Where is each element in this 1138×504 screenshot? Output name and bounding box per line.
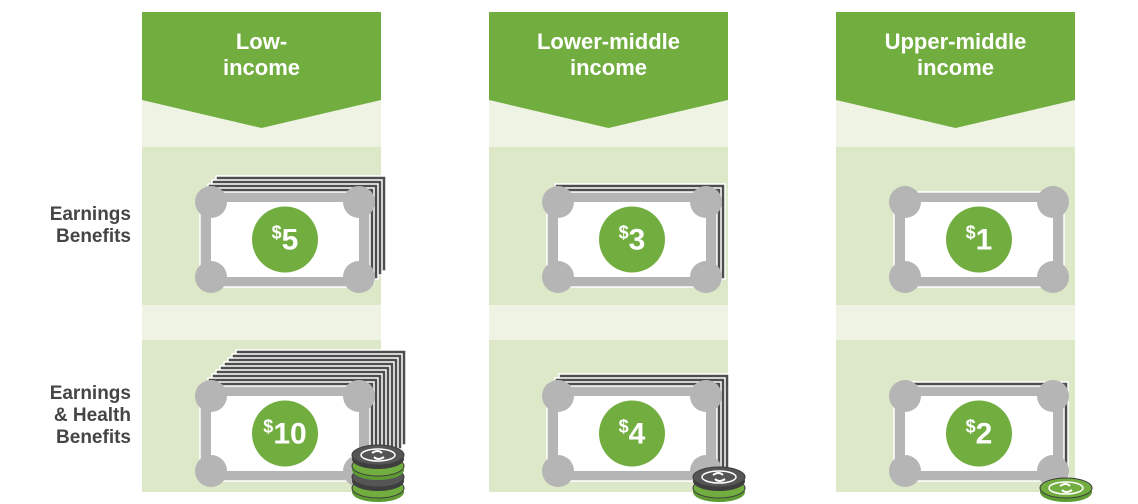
amount: $5 <box>272 222 299 256</box>
currency-symbol: $ <box>966 222 976 242</box>
bill-corner <box>542 186 574 218</box>
bill-corner <box>889 380 921 412</box>
currency-symbol: $ <box>619 222 629 242</box>
row-label: Earnings <box>50 204 131 225</box>
coin <box>1039 477 1093 499</box>
currency-symbol: $ <box>272 222 282 242</box>
money-stack: $10 <box>195 349 407 502</box>
bill-corner <box>889 261 921 293</box>
coin <box>692 466 746 488</box>
amount: $1 <box>966 222 993 256</box>
coin-symbol <box>712 472 726 482</box>
bill-corner <box>690 186 722 218</box>
column-title: income <box>570 55 647 80</box>
amount-value: 2 <box>976 417 993 450</box>
amount-badge <box>946 400 1012 467</box>
amount: $10 <box>263 416 306 450</box>
coin-face <box>360 448 396 462</box>
amount: $4 <box>619 416 646 450</box>
column-title: Upper-middle <box>885 29 1027 54</box>
bill-corner <box>542 455 574 487</box>
bill-corner <box>1037 261 1069 293</box>
column-title: income <box>917 55 994 80</box>
amount-badge <box>599 206 665 273</box>
bill-corner <box>195 455 227 487</box>
column-header <box>836 12 1075 128</box>
amount-value: 10 <box>273 417 306 450</box>
row-label: Benefits <box>56 427 131 448</box>
currency-symbol: $ <box>619 416 629 436</box>
amount-badge <box>252 400 318 467</box>
bill-corner <box>542 380 574 412</box>
money-stack: $3 <box>542 183 726 293</box>
column-header <box>142 12 381 128</box>
amount-value: 4 <box>629 417 646 450</box>
column-title: income <box>223 55 300 80</box>
column-title: Low- <box>236 29 287 54</box>
currency-symbol: $ <box>263 416 273 436</box>
coin-symbol <box>1059 483 1073 493</box>
row-label: Earnings <box>50 383 131 404</box>
amount-value: 1 <box>976 223 993 256</box>
amount-value: 5 <box>282 223 299 256</box>
coin-face <box>1048 481 1084 495</box>
bill-corner <box>889 186 921 218</box>
coin-symbol <box>371 450 385 460</box>
bill-corner <box>1037 186 1069 218</box>
bill-corner <box>690 261 722 293</box>
coin <box>351 444 405 466</box>
row-label: Benefits <box>56 226 131 247</box>
money-stack: $4 <box>542 373 746 502</box>
column-title: Lower-middle <box>537 29 680 54</box>
row-label: & Health <box>54 405 131 426</box>
bill-corner <box>343 261 375 293</box>
bill-corner <box>195 261 227 293</box>
coin-face <box>701 470 737 484</box>
amount: $2 <box>966 416 993 450</box>
currency-symbol: $ <box>966 416 976 436</box>
bill-corner <box>343 186 375 218</box>
money-stack: $5 <box>195 175 387 293</box>
amount-badge <box>599 400 665 467</box>
bill-corner <box>889 455 921 487</box>
money-stack: $2 <box>889 380 1093 502</box>
bill-corner <box>690 380 722 412</box>
amount-badge <box>946 206 1012 273</box>
amount: $3 <box>619 222 646 256</box>
bill-corner <box>343 380 375 412</box>
bill-corner <box>195 380 227 412</box>
bill-corner <box>542 261 574 293</box>
money-stack: $1 <box>889 186 1069 293</box>
amount-value: 3 <box>629 223 646 256</box>
amount-badge <box>252 206 318 273</box>
column-header <box>489 12 728 128</box>
bill-corner <box>1037 380 1069 412</box>
bill-corner <box>195 186 227 218</box>
